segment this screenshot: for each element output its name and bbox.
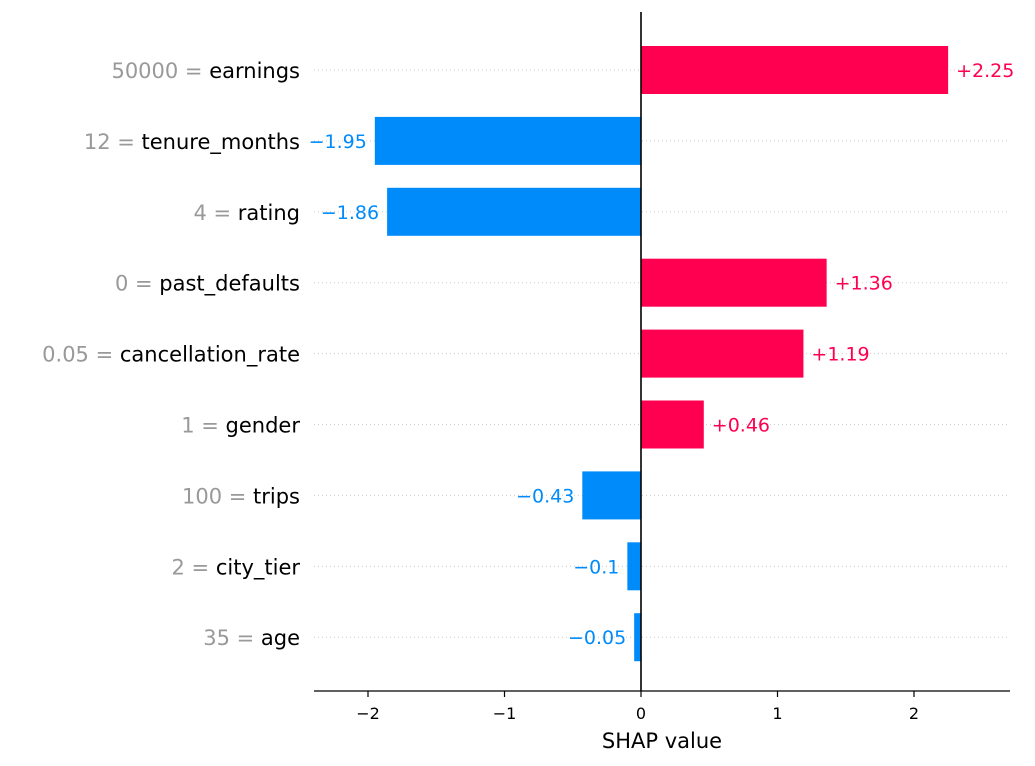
feature-name: past_defaults <box>159 272 300 297</box>
feature-name: earnings <box>209 59 300 83</box>
feature-value: 0 = <box>115 272 159 296</box>
feature-value: 12 = <box>84 130 142 154</box>
x-tick-label: 2 <box>909 704 919 723</box>
feature-labels-group: 50000 = earnings 12 = tenure_months 4 = ra… <box>42 59 300 650</box>
feature-value: 100 = <box>182 484 253 508</box>
feature-value: 35 = <box>203 626 261 650</box>
bar-past-defaults <box>641 258 827 307</box>
bar-value-label: −0.43 <box>516 485 574 507</box>
x-tick-label: 0 <box>636 704 646 723</box>
bar-age <box>634 613 641 662</box>
feature-value: 0.05 = <box>42 343 120 367</box>
feature-name: tenure_months <box>142 130 300 155</box>
x-axis-label: SHAP value <box>602 729 722 753</box>
feature-label: 0.05 = cancellation_rate <box>42 343 300 368</box>
bar-value-label: +1.36 <box>835 273 893 295</box>
feature-name: gender <box>226 414 301 438</box>
feature-name: cancellation_rate <box>120 343 300 368</box>
feature-name: rating <box>238 201 300 225</box>
bar-rating <box>387 187 641 236</box>
bar-tenure-months <box>374 116 641 165</box>
feature-name: trips <box>253 484 300 508</box>
bar-value-label: +2.25 <box>956 60 1014 82</box>
bar-labels-group: +2.25 −1.95 −1.86 +1.36 +1.19 +0.46 −0.43 −0.1 −… <box>309 60 1015 649</box>
bar-value-label: −0.05 <box>568 627 626 649</box>
bars-group <box>374 46 949 662</box>
feature-label: 12 = tenure_months <box>84 130 300 155</box>
feature-label: 0 = past_defaults <box>115 272 300 297</box>
feature-label: 1 = gender <box>181 414 300 438</box>
bar-trips <box>582 471 641 520</box>
feature-name: city_tier <box>216 555 301 580</box>
feature-value: 2 = <box>172 555 216 579</box>
feature-name: age <box>261 626 300 650</box>
feature-value: 50000 = <box>111 59 209 83</box>
feature-label: 2 = city_tier <box>172 555 301 580</box>
bar-cancellation-rate <box>641 329 804 378</box>
feature-value: 1 = <box>181 414 225 438</box>
x-tick-label: 1 <box>772 704 782 723</box>
feature-label: 50000 = earnings <box>111 59 300 83</box>
bar-value-label: −1.95 <box>309 131 367 153</box>
x-tick-label: −1 <box>493 704 517 723</box>
bar-value-label: +0.46 <box>712 415 770 437</box>
feature-label: 4 = rating <box>193 201 300 225</box>
bar-gender <box>641 400 704 449</box>
feature-value: 4 = <box>193 201 237 225</box>
x-tick-label: −2 <box>356 704 380 723</box>
bar-earnings <box>641 46 949 94</box>
bar-city-tier <box>627 542 641 591</box>
bar-value-label: +1.19 <box>811 344 869 366</box>
feature-label: 35 = age <box>203 626 300 650</box>
bar-value-label: −0.1 <box>573 556 619 578</box>
feature-label: 100 = trips <box>182 484 300 508</box>
bar-value-label: −1.86 <box>321 202 379 224</box>
x-ticks-group: −2 −1 0 1 2 <box>356 691 919 723</box>
